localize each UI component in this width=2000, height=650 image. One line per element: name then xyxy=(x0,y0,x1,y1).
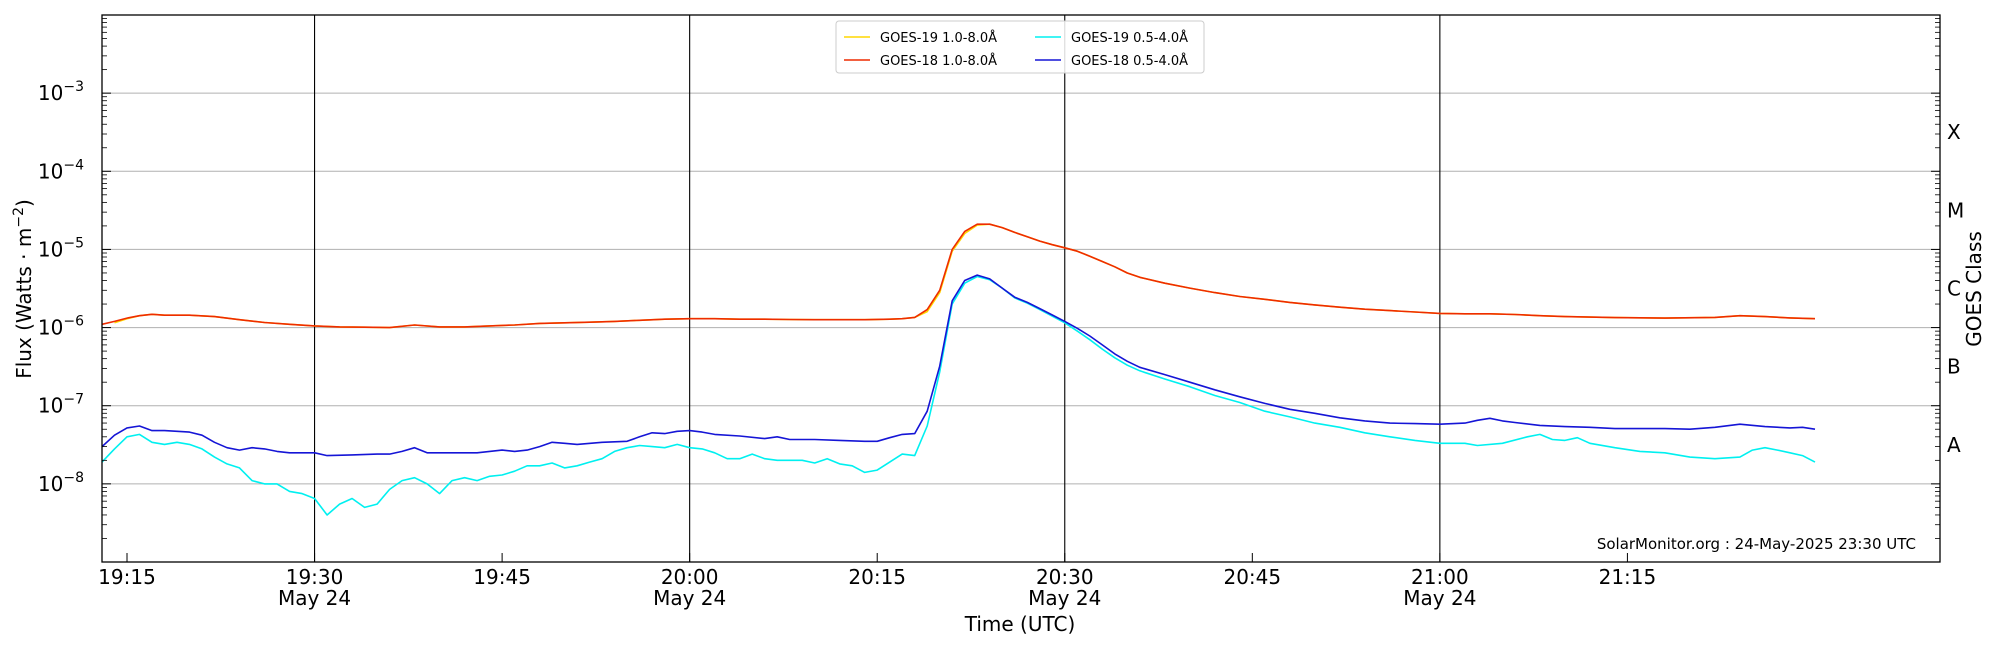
series-lines xyxy=(101,223,1816,516)
x-tick-date-label: May 24 xyxy=(1028,586,1101,610)
x-tick-label: 19:45 xyxy=(473,565,531,589)
goes-class-label: B xyxy=(1947,355,1961,379)
legend-box xyxy=(835,20,1205,74)
grid-lines xyxy=(102,92,1940,485)
legend-label-goes19-short: GOES-19 0.5-4.0Å xyxy=(1071,30,1188,46)
x-tick-label: 20:45 xyxy=(1223,565,1281,589)
goes-class-label: X xyxy=(1947,120,1961,144)
y-tick-label: 10−7 xyxy=(38,392,84,418)
y-tick-labels: 10−8 10−7 10−6 10−5 10−4 10−3 xyxy=(38,79,84,496)
goes-class-labels: A B C M X xyxy=(1947,120,1964,457)
x-tick-label: 19:15 xyxy=(98,565,156,589)
series-line-3 xyxy=(101,274,1816,457)
legend-label-goes18-short: GOES-18 0.5-4.0Å xyxy=(1071,53,1188,69)
goes-class-label: A xyxy=(1947,433,1961,457)
series-line-2 xyxy=(101,275,1816,516)
series-line-1 xyxy=(101,223,1816,329)
x-tick-label: 19:30 xyxy=(286,565,344,589)
goes-class-label: M xyxy=(1947,198,1964,222)
time-markers xyxy=(314,15,1441,562)
source-annotation: SolarMonitor.org : 24-May-2025 23:30 UTC xyxy=(1597,535,1916,553)
x-tick-label: 20:30 xyxy=(1036,565,1094,589)
y-axis-label: Flux (Watts · m−2) xyxy=(11,199,36,379)
axis-ticks xyxy=(102,18,1940,562)
x-tick-date-label: May 24 xyxy=(278,586,351,610)
legend: GOES-19 1.0-8.0Å GOES-18 1.0-8.0Å GOES-1… xyxy=(835,20,1205,74)
y-tick-label: 10−5 xyxy=(38,235,84,261)
y-tick-label: 10−4 xyxy=(38,157,84,183)
legend-label-goes18-long: GOES-18 1.0-8.0Å xyxy=(880,53,997,69)
goes-class-axis-label: GOES Class xyxy=(1962,231,1986,347)
y-tick-label: 10−6 xyxy=(38,314,84,340)
x-tick-label: 20:15 xyxy=(848,565,906,589)
y-tick-label: 10−8 xyxy=(38,470,84,496)
x-tick-label: 20:00 xyxy=(661,565,719,589)
goes-class-label: C xyxy=(1947,277,1961,301)
x-tick-label: 21:15 xyxy=(1599,565,1657,589)
legend-label-goes19-long: GOES-19 1.0-8.0Å xyxy=(880,30,997,46)
x-tick-date-label: May 24 xyxy=(1403,586,1476,610)
x-tick-label: 21:00 xyxy=(1411,565,1469,589)
plot-frame xyxy=(101,14,1941,563)
y-tick-label: 10−3 xyxy=(38,79,84,105)
x-axis-label: Time (UTC) xyxy=(964,612,1076,636)
x-tick-date-label: May 24 xyxy=(653,586,726,610)
